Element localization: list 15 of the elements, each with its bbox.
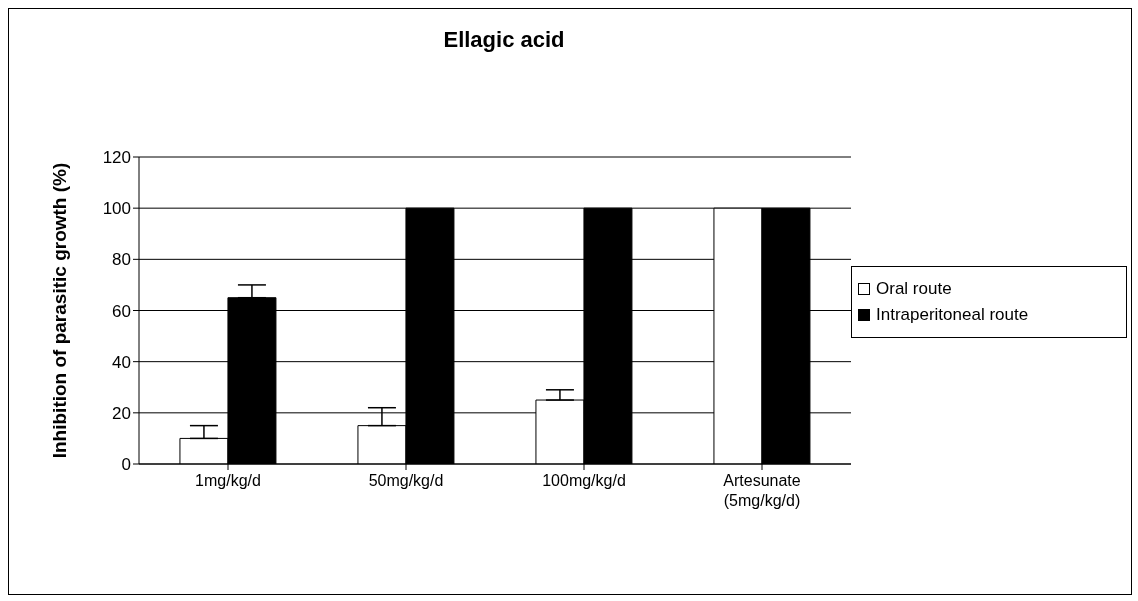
chart-title: Ellagic acid (442, 27, 566, 53)
y-tick-label: 20 (112, 403, 131, 423)
x-tick-label: Artesunate (5mg/kg/d) (723, 472, 801, 509)
y-tick-label: 60 (112, 301, 131, 321)
x-tick-label: 100mg/kg/d (542, 472, 626, 489)
y-tick-label: 80 (112, 250, 131, 270)
x-tick-label: 1mg/kg/d (195, 472, 261, 489)
y-tick-label: 40 (112, 352, 131, 372)
y-tick-label: 120 (102, 148, 131, 168)
x-tick-label: 50mg/kg/d (368, 472, 444, 489)
y-tick-label: 100 (102, 199, 131, 219)
legend-label: Intraperitoneal route (876, 304, 1029, 325)
y-axis-title: Inhibition of parasitic growth (%) (48, 162, 70, 459)
y-tick-label: 0 (121, 455, 131, 475)
legend-label: Oral route (876, 278, 952, 299)
